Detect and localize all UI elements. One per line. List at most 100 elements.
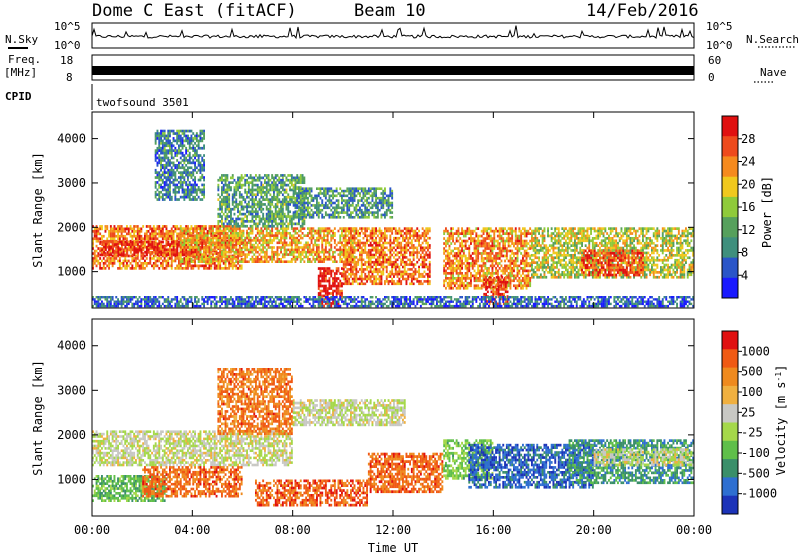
heatmap-cell [264,191,266,194]
heatmap-cell [375,260,377,264]
heatmap-cell [104,225,107,228]
nsky-trace-line [91,25,695,40]
heatmap-cell [470,272,472,275]
heatmap-cell [290,246,293,249]
heatmap-cell [489,227,492,230]
heatmap-cell [296,258,299,261]
heatmap-cell [328,243,331,247]
heatmap-cell [344,282,347,286]
heatmap-cell [448,286,451,290]
heatmap-cell [350,194,352,198]
heatmap-cell [409,258,411,262]
heatmap-cell [330,246,333,249]
heatmap-cell [287,248,290,252]
heatmap-cell [264,260,266,263]
heatmap-cell [353,194,356,198]
heatmap-cell [292,211,295,214]
heatmap-cell [281,227,284,230]
heatmap-cell [373,201,376,205]
heatmap-cell [208,250,211,254]
heatmap-cell [154,234,157,238]
heatmap-cell [231,224,234,228]
heatmap-cell [387,256,390,259]
heatmap-cell [292,187,295,190]
heatmap-cell [174,225,177,228]
heatmap-cell [128,240,130,244]
heatmap-cell [450,269,453,273]
heatmap-cell [445,257,447,260]
heatmap-cell [471,229,474,233]
heatmap-cell [190,260,193,263]
heatmap-cell [274,210,277,214]
heatmap-cell [375,201,377,205]
heatmap-cell [224,258,227,261]
heatmap-cell [323,267,325,270]
heatmap-cell [461,277,463,280]
heatmap-cell [376,201,379,205]
heatmap-cell [246,195,248,199]
heatmap-cell [283,248,286,252]
heatmap-cell [93,249,96,253]
heatmap-cell [95,249,98,253]
heatmap-cell [328,277,331,280]
heatmap-cell [226,225,229,228]
heatmap-cell [231,200,234,204]
heatmap-cell [350,216,352,219]
heatmap-cell [348,268,351,271]
heatmap-cell [378,260,381,264]
heatmap-cell [346,234,349,238]
heatmap-cell [224,183,227,187]
heatmap-cell [124,245,127,249]
heatmap-cell [109,227,112,231]
heatmap-cell [346,189,349,193]
heatmap-cell [457,252,460,255]
heatmap-cell [446,277,449,280]
heatmap-cell [323,192,325,195]
heatmap-cell [222,262,225,265]
heatmap-cell [276,246,279,249]
heatmap-cell [403,263,406,266]
heatmap-cell [228,234,231,237]
heatmap-cell [366,239,368,242]
heatmap-cell [208,232,211,235]
heatmap-cell [129,250,132,254]
heatmap-cell [294,200,297,204]
heatmap-cell [482,242,485,245]
heatmap-cell [221,217,223,221]
heatmap-cell [280,246,282,249]
heatmap-cell [369,268,372,271]
heatmap-cell [446,239,449,243]
heatmap-cell [391,248,394,252]
heatmap-cell [479,239,481,243]
heatmap-cell [118,234,121,238]
heatmap-cell [405,282,408,286]
heatmap-cell [181,234,184,237]
heatmap-cell [493,247,496,250]
heatmap-cell [121,243,123,246]
heatmap-cell [226,178,229,182]
heatmap-cell [445,286,447,290]
heatmap-cell [350,241,352,245]
heatmap-cell [210,225,213,228]
heatmap-cell [280,212,282,216]
heatmap-cell [419,272,422,276]
heatmap-cell [464,257,467,260]
heatmap-cell [323,206,325,210]
heatmap-cell [324,267,327,270]
heatmap-cell [407,229,410,233]
heatmap-cell [212,255,214,259]
heatmap-cell [410,229,413,233]
heatmap-cell [222,246,225,249]
heatmap-cell [470,284,472,288]
heatmap-cell [278,217,281,221]
heatmap-cell [240,253,243,256]
heatmap-cell [360,272,363,276]
heatmap-cell [412,282,415,286]
heatmap-cell [249,193,252,197]
heatmap-cell [262,188,265,192]
heatmap-cell [226,243,229,247]
heatmap-cell [314,253,317,256]
heatmap-cell [471,239,474,243]
heatmap-cell [235,188,238,192]
heatmap-cell [371,282,374,286]
